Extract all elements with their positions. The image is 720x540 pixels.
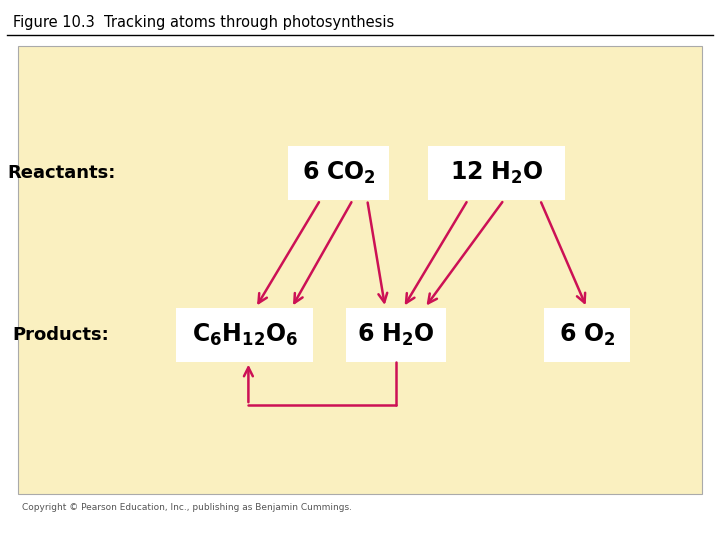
FancyBboxPatch shape [176, 308, 313, 362]
Text: $\mathbf{6\ O_2}$: $\mathbf{6\ O_2}$ [559, 322, 615, 348]
Text: $\mathbf{12\ H_2O}$: $\mathbf{12\ H_2O}$ [450, 160, 544, 186]
FancyBboxPatch shape [18, 46, 702, 494]
Text: Products:: Products: [13, 326, 109, 344]
Text: $\mathbf{6\ CO_2}$: $\mathbf{6\ CO_2}$ [302, 160, 375, 186]
FancyBboxPatch shape [288, 146, 389, 200]
Text: $\mathbf{6\ H_2O}$: $\mathbf{6\ H_2O}$ [357, 322, 435, 348]
Text: Reactants:: Reactants: [7, 164, 115, 182]
FancyBboxPatch shape [428, 146, 565, 200]
Text: Figure 10.3  Tracking atoms through photosynthesis: Figure 10.3 Tracking atoms through photo… [13, 15, 395, 30]
Text: $\mathbf{C_6H_{12}O_6}$: $\mathbf{C_6H_{12}O_6}$ [192, 322, 298, 348]
FancyBboxPatch shape [544, 308, 630, 362]
Text: Copyright © Pearson Education, Inc., publishing as Benjamin Cummings.: Copyright © Pearson Education, Inc., pub… [22, 503, 351, 512]
FancyBboxPatch shape [346, 308, 446, 362]
